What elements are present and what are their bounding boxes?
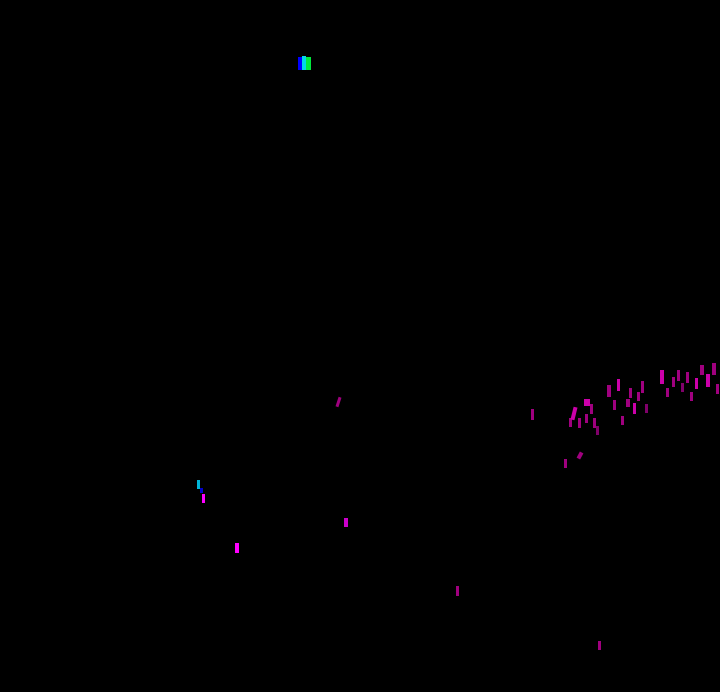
detection-mark <box>706 374 710 387</box>
detection-mark <box>660 370 664 384</box>
detection-mark <box>235 543 239 553</box>
detection-mark <box>569 418 572 427</box>
detection-mark <box>302 56 306 70</box>
detection-mark <box>629 388 632 398</box>
detection-mark <box>344 518 348 527</box>
detection-mark <box>585 414 588 423</box>
detection-mark <box>598 641 601 650</box>
detection-mark <box>645 404 648 413</box>
detection-mark <box>666 388 669 397</box>
detection-mark <box>197 480 200 489</box>
detection-mark <box>677 370 680 381</box>
detection-mark <box>202 494 205 503</box>
detection-mark <box>596 426 599 435</box>
detection-mark <box>633 403 636 414</box>
detection-mark <box>590 404 593 414</box>
detection-mark <box>298 57 302 70</box>
detection-mark <box>672 377 675 387</box>
detection-mark <box>607 385 611 397</box>
detection-mark <box>200 488 203 493</box>
detection-mark <box>564 459 567 468</box>
detection-mark <box>593 418 596 428</box>
detection-mark <box>686 372 689 383</box>
detection-mark <box>641 381 644 393</box>
detection-mark <box>637 392 640 401</box>
detection-mark <box>690 392 693 401</box>
detection-mark <box>621 416 624 425</box>
detection-mark <box>306 57 311 70</box>
detection-mark <box>712 363 716 375</box>
detection-mark <box>626 399 630 407</box>
detection-mark <box>531 409 534 420</box>
detection-mark <box>617 379 620 391</box>
detection-mark <box>584 399 590 406</box>
detection-mark <box>613 400 616 410</box>
detection-mark <box>456 586 459 596</box>
detection-mark <box>681 383 684 392</box>
detection-mark <box>578 418 581 428</box>
detection-mark <box>700 365 704 375</box>
detection-mark <box>570 406 578 421</box>
detection-mark <box>695 378 698 389</box>
detection-mark <box>716 384 719 394</box>
